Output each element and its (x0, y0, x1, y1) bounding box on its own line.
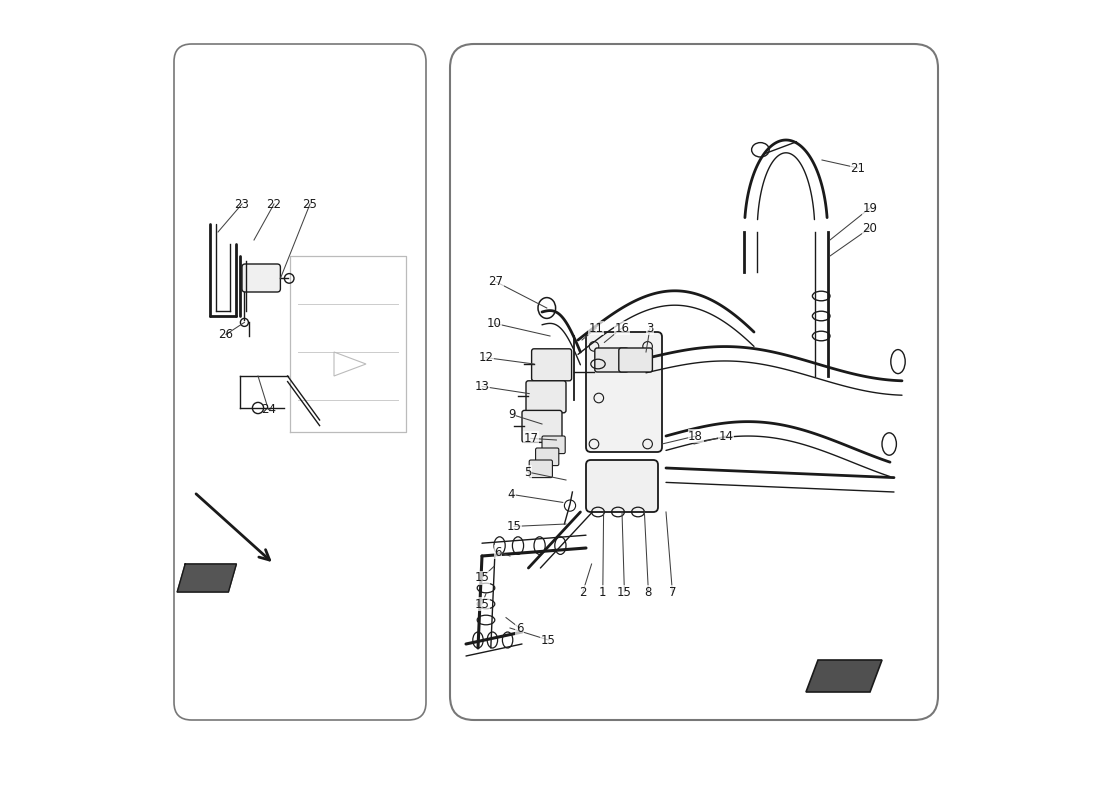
Text: 1: 1 (600, 586, 606, 598)
Text: 11: 11 (588, 322, 604, 334)
FancyBboxPatch shape (542, 436, 565, 454)
Text: 17: 17 (524, 432, 538, 445)
Text: 3: 3 (647, 322, 653, 334)
FancyBboxPatch shape (529, 460, 552, 478)
Text: 15: 15 (474, 598, 490, 610)
Text: 10: 10 (486, 317, 502, 330)
Text: 16: 16 (615, 322, 629, 334)
FancyBboxPatch shape (586, 332, 662, 452)
FancyBboxPatch shape (526, 381, 566, 413)
Polygon shape (806, 660, 882, 692)
Text: 23: 23 (234, 198, 250, 210)
Text: 15: 15 (541, 634, 556, 646)
Text: 27: 27 (488, 275, 503, 288)
Text: 24: 24 (261, 403, 276, 416)
FancyBboxPatch shape (595, 348, 628, 372)
Text: 22: 22 (266, 198, 282, 210)
Text: 25: 25 (302, 198, 318, 210)
Text: 15: 15 (474, 571, 490, 584)
Polygon shape (177, 564, 236, 592)
FancyBboxPatch shape (619, 348, 652, 372)
Text: 13: 13 (474, 380, 490, 393)
FancyBboxPatch shape (242, 264, 280, 292)
Text: 2: 2 (579, 586, 586, 598)
Text: eurospares: eurospares (243, 127, 356, 145)
Text: 15: 15 (507, 520, 521, 533)
Text: 7: 7 (669, 586, 676, 598)
Text: 8: 8 (645, 586, 652, 598)
FancyBboxPatch shape (522, 410, 562, 442)
Text: 9: 9 (508, 408, 515, 421)
Text: 4: 4 (508, 488, 515, 501)
Text: 19: 19 (862, 202, 878, 214)
Text: eurospares: eurospares (560, 198, 701, 218)
Text: 21: 21 (850, 162, 866, 174)
Text: 6: 6 (494, 546, 502, 558)
Text: 12: 12 (478, 351, 494, 364)
FancyBboxPatch shape (450, 44, 938, 720)
Text: 26: 26 (219, 328, 233, 341)
Polygon shape (458, 52, 750, 116)
Text: 6: 6 (516, 622, 524, 634)
Text: eurospares: eurospares (243, 675, 356, 693)
Text: eurospares: eurospares (663, 554, 804, 574)
Text: 18: 18 (689, 430, 703, 442)
Text: 20: 20 (862, 222, 878, 234)
Text: 14: 14 (718, 430, 734, 442)
FancyBboxPatch shape (536, 448, 559, 466)
Text: 15: 15 (617, 586, 631, 598)
Text: 5: 5 (524, 466, 531, 478)
FancyBboxPatch shape (174, 44, 426, 720)
FancyBboxPatch shape (586, 460, 658, 512)
Polygon shape (182, 60, 418, 108)
FancyBboxPatch shape (531, 349, 572, 381)
